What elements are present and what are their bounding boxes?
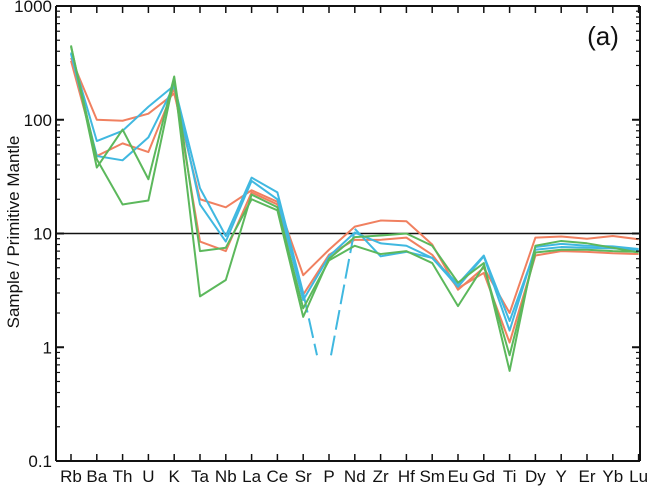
x-tick-label: Yb bbox=[602, 467, 623, 486]
series-layer bbox=[70, 45, 639, 372]
x-tick-label: Ta bbox=[191, 467, 210, 486]
x-tick-label: Lu bbox=[629, 467, 648, 486]
x-tick-label: Hf bbox=[398, 467, 415, 486]
x-tick-label: Dy bbox=[525, 467, 546, 486]
axis-layer: 0.1 1 10 100 1000 Rb Ba Th U K Ta Nb La Ce Sr P Nd Zr Hf Sm… bbox=[14, 0, 648, 486]
x-tick-label: Nb bbox=[215, 467, 237, 486]
x-tick-label: Rb bbox=[60, 467, 82, 486]
y-axis-label: Sample / Primitive Mantle bbox=[4, 136, 23, 329]
x-tick-label: Gd bbox=[472, 467, 495, 486]
x-tick-label: Eu bbox=[448, 467, 469, 486]
y-tick-label: 10 bbox=[33, 225, 52, 244]
x-tick-label: Nd bbox=[344, 467, 366, 486]
x-tick-label: K bbox=[169, 467, 181, 486]
series-5 bbox=[70, 46, 639, 357]
series-line bbox=[70, 45, 639, 372]
x-tick-label: Th bbox=[113, 467, 133, 486]
x-tick-label: P bbox=[323, 467, 334, 486]
x-tick-label: Ti bbox=[503, 467, 517, 486]
x-tick-label: Zr bbox=[373, 467, 389, 486]
series-line bbox=[70, 52, 305, 294]
series-dashed-segment bbox=[330, 228, 356, 356]
y-tick-label: 100 bbox=[24, 111, 52, 130]
x-tick-label: Ce bbox=[267, 467, 289, 486]
x-tick-label: La bbox=[242, 467, 261, 486]
series-line bbox=[70, 60, 639, 344]
x-tick-label: Er bbox=[579, 467, 596, 486]
series-2 bbox=[70, 52, 639, 356]
series-1 bbox=[70, 60, 639, 344]
series-0 bbox=[70, 57, 639, 315]
y-tick-label: 1 bbox=[43, 338, 52, 357]
panel-label: (a) bbox=[587, 21, 619, 51]
x-tick-label: U bbox=[142, 467, 154, 486]
series-3 bbox=[70, 53, 639, 332]
series-line bbox=[70, 46, 639, 357]
x-tick-label: Sr bbox=[295, 467, 312, 486]
x-tick-label: Ba bbox=[86, 467, 107, 486]
x-tick-label: Sm bbox=[419, 467, 445, 486]
y-tick-label: 1000 bbox=[14, 0, 52, 16]
series-4 bbox=[70, 45, 639, 372]
y-tick-label: 0.1 bbox=[28, 452, 52, 471]
series-line bbox=[70, 57, 639, 315]
series-line bbox=[70, 53, 639, 332]
x-tick-label: Y bbox=[556, 467, 567, 486]
